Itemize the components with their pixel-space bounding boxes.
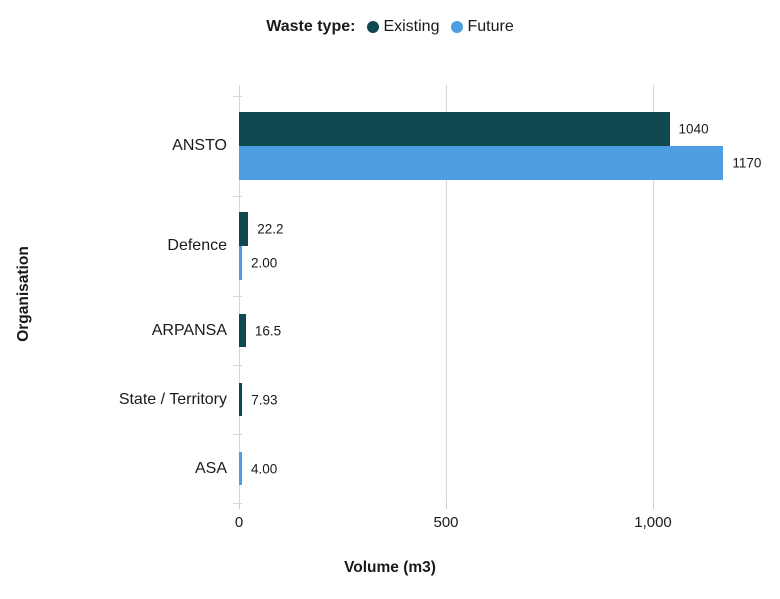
category-label-ansto: ANSTO [172,137,227,154]
category-label-defence: Defence [167,237,227,254]
value-label: 2.00 [251,255,278,271]
value-label: 16.5 [254,323,282,338]
bar-future-defence[interactable] [239,246,242,280]
legend-item-label: Existing [383,18,440,35]
existing-series-dot-icon [367,21,380,33]
category-boundary-tick [233,95,242,97]
x-gridline [238,85,240,503]
category-boundary-tick [233,502,242,504]
legend-title: Waste type: [266,18,356,35]
x-gridline [652,85,654,503]
x-axis-tick [652,503,654,509]
x-axis-tick [238,503,240,509]
bar-existing-defence[interactable] [239,212,249,246]
x-tick-label: 0 [234,514,244,531]
x-axis-title: Volume (m3) [344,559,436,576]
future-series-dot-icon [451,21,464,33]
category-boundary-tick [233,433,242,435]
category-label-arpansa: ARPANSA [151,321,227,339]
category-label-state-territory: State / Territory [118,390,227,408]
legend-item-label: Future [467,18,514,35]
bar-future-ansto[interactable] [239,146,724,180]
value-label: 1040 [678,121,709,137]
legend-item-future[interactable]: Future [451,18,514,36]
value-label: 1170 [732,155,762,171]
x-tick-label: 1,000 [634,514,672,531]
bar-existing-arpansa[interactable] [239,314,246,347]
category-boundary-tick [233,364,242,366]
y-axis-title: Organisation [15,246,32,342]
bar-existing-state-territory[interactable] [239,383,243,416]
bar-future-asa[interactable] [239,452,242,485]
x-gridline [445,85,447,503]
x-axis-tick [445,503,447,509]
category-label-asa: ASA [194,459,227,477]
legend: Waste type: Existing Future [0,14,780,40]
x-tick-label: 500 [433,514,459,531]
value-label: 7.93 [251,392,278,407]
category-boundary-tick [233,195,242,197]
value-label: 4.00 [251,461,278,476]
category-boundary-tick [233,295,242,297]
bar-existing-ansto[interactable] [239,112,670,146]
value-label: 22.2 [257,221,284,237]
legend-item-existing[interactable]: Existing [367,18,439,36]
